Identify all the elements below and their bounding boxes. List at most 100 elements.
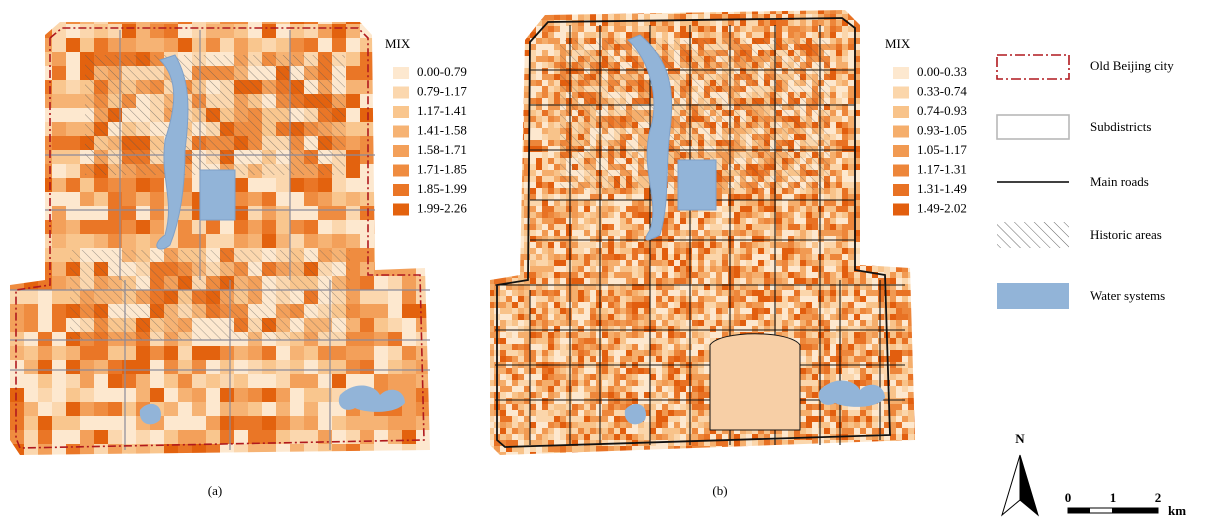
cell [878,44,884,50]
cell [908,218,914,224]
cell [512,242,518,248]
cell [518,176,524,182]
cell [722,26,728,32]
cell [590,14,596,20]
cell [914,314,920,320]
cell [512,176,518,182]
cell [842,128,848,134]
cell [896,266,902,272]
cell [10,178,24,192]
cell [512,140,518,146]
cell [206,360,220,374]
cell [560,278,566,284]
cell [52,290,66,304]
cell [554,50,560,56]
cell [578,32,584,38]
cell [506,320,512,326]
cell [518,92,524,98]
cell [704,260,710,266]
cell [494,266,500,272]
cell [494,104,500,110]
cell [746,236,752,242]
cell [758,200,764,206]
cell [716,308,722,314]
cell [680,218,686,224]
cell [206,346,220,360]
cell [692,26,698,32]
cell [668,338,674,344]
cell [304,38,318,52]
cell [620,254,626,260]
cell [584,224,590,230]
cell [662,296,668,302]
cell [842,116,848,122]
cell [536,80,542,86]
cell [512,248,518,254]
cell [776,278,782,284]
cell [602,32,608,38]
cell [842,182,848,188]
cell [626,278,632,284]
cell [830,164,836,170]
cell [24,458,38,472]
cell [908,236,914,242]
cell [836,266,842,272]
cell [788,248,794,254]
cell [746,248,752,254]
cell [608,194,614,200]
cell [764,290,770,296]
cell [494,194,500,200]
cell [710,314,716,320]
cell [506,236,512,242]
cell [192,24,206,38]
cell [878,14,884,20]
cell [824,248,830,254]
cell [866,170,872,176]
cell [488,158,494,164]
cell [662,242,668,248]
cell [402,262,416,276]
cell [554,14,560,20]
cell [318,38,332,52]
cell [488,92,494,98]
cell [548,80,554,86]
cell [902,98,908,104]
cell [524,14,530,20]
cell [680,338,686,344]
cell [488,278,494,284]
cell [782,200,788,206]
cell [908,266,914,272]
cell [686,254,692,260]
cell [878,26,884,32]
cell [360,136,374,150]
cell [346,444,360,458]
cell [276,416,290,430]
cell [782,326,788,332]
cell [866,50,872,56]
cell [566,224,572,230]
cell [872,32,878,38]
cell [554,212,560,218]
cell [38,444,52,458]
cell [512,206,518,212]
cell [626,308,632,314]
cell [24,416,38,430]
cell [836,80,842,86]
cell [234,402,248,416]
cell [668,272,674,278]
cell [674,278,680,284]
cell [488,308,494,314]
cell [830,92,836,98]
cell [872,8,878,14]
cell [164,430,178,444]
cell [746,230,752,236]
cell [554,278,560,284]
cell [878,68,884,74]
cell [662,326,668,332]
cell [596,212,602,218]
cell [530,224,536,230]
cell [800,224,806,230]
cell [66,66,80,80]
cell [842,266,848,272]
cell [848,44,854,50]
